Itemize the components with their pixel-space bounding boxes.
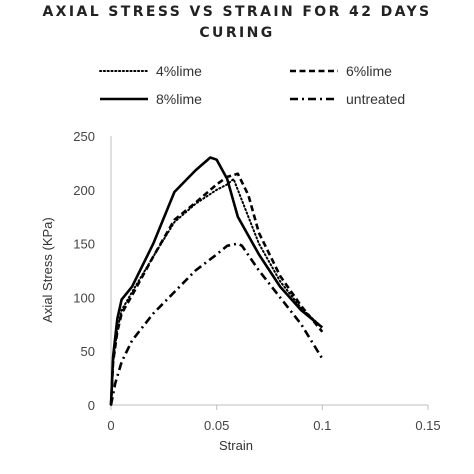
series-line-untreated <box>109 242 324 406</box>
y-tick-label: 200 <box>73 183 95 198</box>
legend-label-untreated: untreated <box>346 91 405 107</box>
x-tick-label: 0.1 <box>313 418 331 433</box>
legend-label-4-lime: 4%lime <box>156 63 202 79</box>
y-tick-label: 50 <box>81 344 95 359</box>
chart-title: AXIAL STRESS VS STRAIN FOR 42 DAYS CURIN… <box>0 2 474 44</box>
legend-label-8-lime: 8%lime <box>156 91 202 107</box>
chart-title-line-2: CURING <box>199 25 275 41</box>
x-axis-label: Strain <box>219 438 253 453</box>
x-tick-label: 0.15 <box>415 418 440 433</box>
x-tick-label: 0.05 <box>204 418 229 433</box>
legend-label-6-lime: 6%lime <box>346 63 392 79</box>
y-tick-label: 150 <box>73 237 95 252</box>
y-tick-label: 250 <box>73 129 95 144</box>
series-line-8-lime <box>109 156 324 406</box>
x-tick-label: 0 <box>107 418 114 433</box>
y-tick-label: 100 <box>73 290 95 305</box>
chart-title-line-1: AXIAL STRESS VS STRAIN FOR 42 DAYS <box>42 4 432 20</box>
axes: 0 50 100 150 200 250 0 0.05 0.1 0.15 <box>73 129 440 433</box>
legend: 4%lime 6%lime 8%lime untreated <box>99 63 405 107</box>
y-tick-label: 0 <box>88 398 95 413</box>
series-line-6-lime <box>109 172 324 406</box>
y-axis-label: Axial Stress (KPa) <box>40 217 55 322</box>
series-layer <box>109 156 324 406</box>
